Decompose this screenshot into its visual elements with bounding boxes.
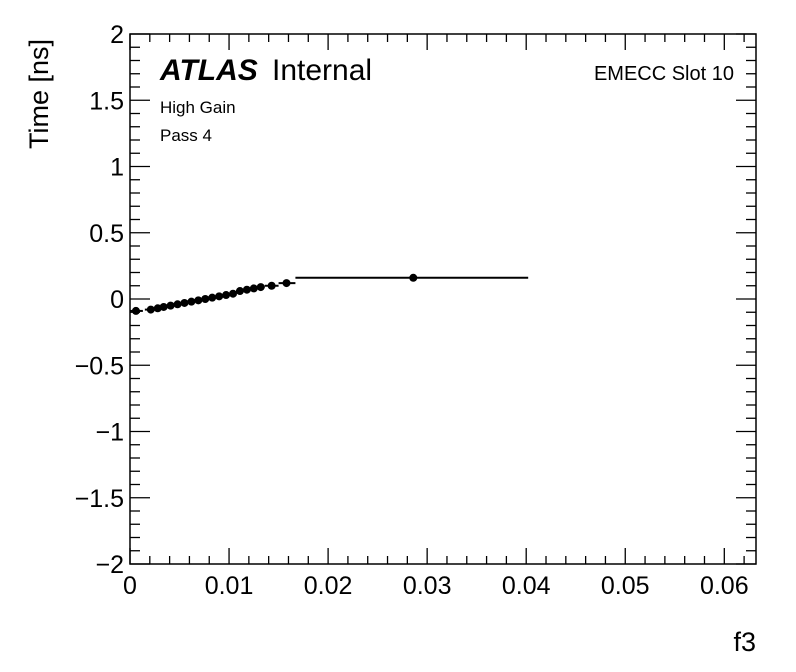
y-tick-label: 0.5 (89, 220, 124, 248)
x-tick-label: 0.05 (601, 572, 650, 600)
marker (249, 284, 258, 293)
data-point (187, 297, 196, 306)
marker (180, 298, 189, 307)
marker (201, 295, 210, 303)
marker (159, 302, 168, 311)
y-axis-title: Time [ns] (24, 39, 54, 149)
x-tick-label: 0 (123, 572, 137, 600)
data-point (153, 304, 162, 313)
marker (173, 300, 182, 309)
y-tick-label: −1.5 (75, 485, 124, 513)
marker (166, 301, 175, 310)
y-tick-label: 1.5 (89, 87, 124, 115)
x-tick-label: 0.01 (205, 572, 254, 600)
y-tick-label: −1 (95, 419, 124, 447)
data-point (166, 301, 175, 310)
marker (187, 297, 196, 306)
marker (242, 285, 251, 294)
gain-label: High Gain (160, 98, 236, 117)
x-axis-title: f3 (733, 627, 756, 657)
x-tick-label: 0.02 (304, 572, 353, 600)
data-point (264, 281, 279, 290)
marker (222, 291, 231, 300)
data-point (278, 279, 296, 288)
marker (267, 281, 276, 290)
y-tick-label: −2 (95, 551, 124, 579)
marker (131, 306, 140, 315)
data-point (295, 273, 529, 282)
pass-label: Pass 4 (160, 126, 212, 145)
y-tick-label: −0.5 (75, 352, 124, 380)
data-point (159, 302, 168, 311)
marker (153, 304, 162, 313)
data-point (208, 293, 217, 302)
marker (146, 305, 155, 314)
slot-label: EMECC Slot 10 (594, 63, 734, 85)
x-tick-label: 0.06 (700, 572, 749, 600)
marker (215, 292, 224, 301)
data-points (130, 273, 529, 315)
data-point (144, 305, 155, 314)
y-tick-label: 1 (110, 154, 124, 182)
marker (208, 293, 217, 302)
marker (409, 273, 418, 282)
data-point (222, 291, 231, 300)
x-tick-label: 0.04 (502, 572, 551, 600)
data-point (194, 296, 203, 305)
y-tick-label: 2 (110, 21, 124, 49)
data-point (201, 295, 210, 303)
marker (282, 279, 291, 288)
data-point (242, 285, 251, 294)
data-point (235, 287, 244, 296)
axis-ticks (129, 33, 756, 565)
marker (194, 296, 203, 305)
axis-tick-labels: 0 0.01 0.02 0.03 0.04 0.05 0.06 −2 −1.5 −1 −0.5 0 0.… (75, 21, 749, 600)
data-point (256, 283, 265, 292)
internal-label: Internal (272, 54, 372, 87)
data-point (249, 284, 258, 293)
data-point (180, 298, 189, 307)
data-point (130, 306, 143, 315)
marker (256, 283, 265, 292)
data-point (215, 292, 224, 301)
marker (229, 289, 238, 298)
atlas-label: ATLAS (159, 54, 258, 87)
x-tick-label: 0.03 (403, 572, 452, 600)
data-point (173, 300, 182, 309)
y-tick-label: 0 (110, 286, 124, 314)
data-point (229, 289, 238, 298)
marker (235, 287, 244, 296)
